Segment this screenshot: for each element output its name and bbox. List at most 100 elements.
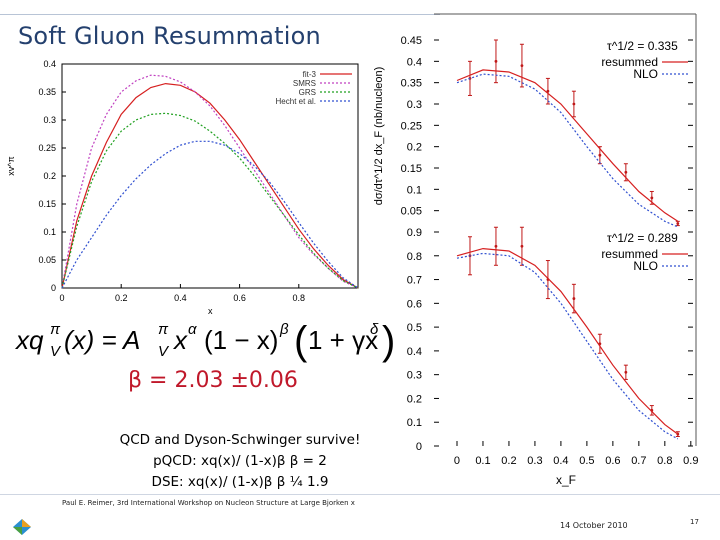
y-tick-label: 0.05 bbox=[38, 255, 56, 265]
y-tick-label: 0 bbox=[416, 441, 422, 453]
formula-a-sup: π bbox=[158, 321, 169, 338]
beta-result: β = 2.03 ±0.06 bbox=[128, 368, 298, 393]
formula-lhs-sup: π bbox=[50, 321, 61, 338]
x-tick-label: 0.2 bbox=[501, 455, 516, 467]
y-tick-label: 0.4 bbox=[407, 56, 422, 68]
data-point bbox=[572, 102, 576, 106]
x-tick-label: 0 bbox=[454, 455, 460, 467]
y-tick-label: 0.35 bbox=[401, 78, 422, 90]
formula-one-minus: (1 − x) bbox=[204, 325, 278, 355]
formula-x: x bbox=[172, 325, 188, 355]
formula-lhs-sub: V bbox=[50, 343, 62, 360]
data-point bbox=[572, 297, 576, 300]
x-tick-label: 0.8 bbox=[657, 455, 672, 467]
panel-title: τ^1/2 = 0.335 bbox=[607, 39, 678, 53]
x-tick-label: 0.6 bbox=[605, 455, 620, 467]
y-tick-label: 0.15 bbox=[38, 199, 56, 209]
series-line-resummed bbox=[456, 69, 679, 222]
legend-label: SMRS bbox=[293, 79, 316, 88]
x-tick-label: 0.1 bbox=[475, 455, 490, 467]
x-tick-label: 0.7 bbox=[631, 455, 646, 467]
y-tick-label: 0.1 bbox=[407, 184, 422, 196]
formula-lhs-arg: (x) = A bbox=[64, 325, 140, 355]
legend-label: GRS bbox=[299, 88, 316, 97]
x-tick-label: 0.4 bbox=[174, 293, 187, 303]
conclusion-line-1: QCD and Dyson-Schwinger survive! bbox=[119, 432, 361, 448]
data-point bbox=[520, 64, 524, 67]
legend-label: fit-3 bbox=[303, 70, 317, 79]
y-tick-label: 0.4 bbox=[407, 346, 422, 358]
series-line-fit-3 bbox=[61, 82, 359, 289]
formula-alpha: α bbox=[188, 321, 197, 338]
x-tick-label: 0.5 bbox=[579, 455, 594, 467]
y-tick-label: 0.3 bbox=[407, 99, 422, 111]
series-line-grs bbox=[61, 112, 359, 289]
x-tick-label: 0.6 bbox=[233, 293, 246, 303]
y-axis-label: dσ/dτ^1/2 dx_F (nb/nucleon) bbox=[373, 67, 385, 206]
legend-label: NLO bbox=[633, 259, 658, 273]
legend-label: Hecht et al. bbox=[276, 97, 316, 106]
panel-title: τ^1/2 = 0.289 bbox=[607, 231, 678, 245]
legend-label: resummed bbox=[601, 55, 658, 69]
citation: Paul E. Reimer, 3rd International Worksh… bbox=[62, 499, 355, 507]
data-point bbox=[494, 244, 498, 248]
series-line-hecht-et-al- bbox=[61, 140, 359, 289]
conclusion-line-3: DSE: xq(x)/ (1-x)β β ¼ 1.9 bbox=[151, 474, 329, 490]
data-point bbox=[676, 222, 680, 225]
data-point bbox=[650, 196, 654, 200]
y-tick-label: 0.05 bbox=[401, 206, 422, 218]
y-tick-label: 0.6 bbox=[407, 298, 422, 310]
data-point bbox=[520, 244, 524, 248]
y-tick-label: 0.1 bbox=[407, 417, 422, 429]
y-tick-label: 0.5 bbox=[407, 322, 422, 334]
x-tick-label: 0 bbox=[59, 293, 64, 303]
series-line-nlo bbox=[456, 252, 679, 440]
page-number: 17 bbox=[690, 518, 699, 526]
formula-delta: δ bbox=[370, 321, 379, 338]
drell-yan-cross-section-chart: 0.05 0.1 0.15 0.2 0.25 0.3 0.35 0.4 0.45 dσ/dτ^1/… bbox=[373, 13, 698, 487]
y-tick-label: 0.3 bbox=[407, 370, 422, 382]
data-point bbox=[624, 170, 628, 174]
y-tick-label: 0.45 bbox=[401, 35, 422, 47]
footer-date: 14 October 2010 bbox=[560, 521, 628, 530]
formula-beta: β bbox=[279, 321, 289, 338]
data-point bbox=[494, 59, 498, 63]
x-tick-label: 0.9 bbox=[683, 455, 698, 467]
series-line-resummed bbox=[456, 247, 679, 435]
x-tick-label: 0.4 bbox=[553, 455, 568, 467]
conclusion-line-2: pQCD: xq(x)/ (1-x)β β = 2 bbox=[153, 453, 327, 469]
y-tick-label: 0.25 bbox=[401, 120, 422, 132]
formula-lhs: xq bbox=[14, 325, 44, 355]
conclusions-block: QCD and Dyson-Schwinger survive! pQCD: x… bbox=[110, 430, 370, 493]
x-tick-label: 0.2 bbox=[115, 293, 128, 303]
y-tick-label: 0.7 bbox=[407, 275, 422, 287]
data-point bbox=[546, 89, 550, 93]
y-tick-label: 0 bbox=[51, 283, 56, 293]
footer-divider bbox=[0, 494, 720, 495]
slide-title: Soft Gluon Resummation bbox=[18, 22, 321, 50]
y-tick-label: 0.2 bbox=[407, 393, 422, 405]
legend-label: NLO bbox=[633, 67, 658, 81]
y-tick-label: 0.1 bbox=[43, 227, 56, 237]
y-tick-label: 0.35 bbox=[38, 87, 56, 97]
institution-logo-icon bbox=[13, 519, 31, 535]
y-tick-label: 0.15 bbox=[401, 163, 422, 175]
title-divider bbox=[0, 14, 440, 15]
y-tick-label: 0.2 bbox=[407, 142, 422, 154]
y-tick-label: 0.25 bbox=[38, 143, 56, 153]
formula-bracket-close: ) bbox=[382, 319, 395, 363]
x-axis-label: x_F bbox=[556, 473, 576, 487]
x-tick-label: 0.3 bbox=[527, 455, 542, 467]
formula-one-plus: 1 + γx bbox=[308, 325, 378, 355]
legend-label: resummed bbox=[601, 247, 658, 261]
y-axis-label: xv^π bbox=[6, 156, 16, 175]
data-point bbox=[598, 153, 602, 157]
pion-pdf-chart: 0 0.05 0.1 0.15 0.2 0.25 0.3 0.35 0.4 0 0.2 0.4 0.6 0… bbox=[6, 59, 359, 316]
valence-fit-formula: xq π V (x) = A π V x α (1 − x) β ( 1 + γ… bbox=[14, 319, 395, 363]
x-axis-label: x bbox=[208, 306, 213, 316]
y-tick-label: 0.8 bbox=[407, 251, 422, 263]
x-tick-label: 0.8 bbox=[293, 293, 306, 303]
series-line-smrs bbox=[61, 74, 359, 289]
formula-bracket-open: ( bbox=[294, 319, 308, 363]
formula-a-sub: V bbox=[158, 343, 170, 360]
